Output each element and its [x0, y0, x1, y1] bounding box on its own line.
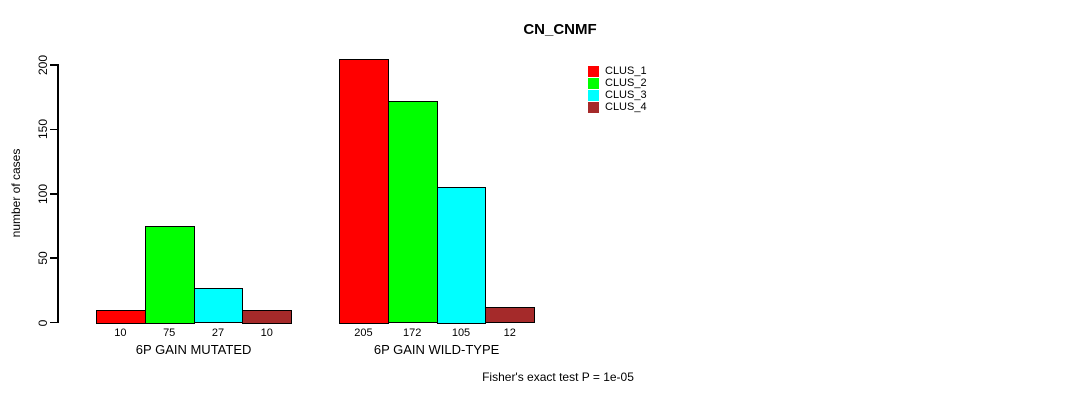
legend-item-clus_2: CLUS_2 — [588, 77, 647, 89]
bar-clus_3-group1 — [193, 287, 244, 324]
y-tick-mark — [50, 128, 57, 131]
bar-clus_2-group1 — [144, 225, 195, 324]
legend-swatch-clus_3 — [588, 89, 599, 101]
bar-clus_1-group1 — [96, 309, 146, 324]
legend-label: CLUS_3 — [605, 89, 647, 101]
legend-item-clus_3: CLUS_3 — [588, 89, 647, 101]
bar-clus_2-group2 — [387, 101, 438, 324]
bar-value-label: 10 — [260, 327, 273, 339]
y-tick-mark — [50, 257, 57, 259]
category-label-group2: 6P GAIN WILD-TYPE — [373, 342, 500, 357]
bar-clus_4-group1 — [242, 309, 293, 324]
bar-value-label: 105 — [451, 327, 471, 339]
bar-clus_4-group2 — [485, 307, 536, 324]
y-tick-mark — [50, 193, 57, 195]
legend-label: CLUS_1 — [605, 65, 647, 77]
y-tick-label: 100 — [36, 183, 50, 204]
bar-value-label: 27 — [211, 327, 225, 339]
legend-swatch-clus_2 — [588, 77, 599, 89]
legend-item-clus_1: CLUS_1 — [588, 65, 647, 77]
legend-label: CLUS_2 — [605, 77, 647, 89]
bar-value-label: 75 — [163, 327, 176, 339]
legend-swatch-clus_1 — [588, 65, 599, 77]
bar-value-label: 172 — [403, 327, 422, 339]
y-tick-label: 200 — [36, 54, 50, 76]
legend-item-clus_4: CLUS_4 — [588, 101, 647, 113]
bar-clus_1-group2 — [339, 58, 389, 324]
annotation-text: Fisher's exact test P = 1e-05 — [482, 370, 634, 384]
y-axis-line — [57, 64, 59, 323]
bar-value-label: 205 — [354, 327, 373, 339]
y-tick-mark — [50, 64, 57, 66]
y-tick-mark — [50, 321, 57, 324]
bar-clus_3-group2 — [436, 187, 487, 324]
chart-title: CN_CNMF — [523, 21, 597, 38]
y-tick-label: 50 — [36, 251, 50, 265]
bar-value-label: 12 — [503, 327, 516, 339]
y-tick-label: 0 — [36, 319, 50, 326]
legend-swatch-clus_4 — [588, 101, 599, 113]
category-label-group1: 6P GAIN MUTATED — [135, 342, 252, 357]
y-tick-label: 150 — [36, 119, 50, 140]
y-axis-label: number of cases — [9, 148, 23, 238]
bar-value-label: 10 — [114, 327, 127, 339]
legend-label: CLUS_4 — [605, 101, 647, 113]
legend: CLUS_1 CLUS_2 CLUS_3 CLUS_4 — [588, 65, 647, 113]
